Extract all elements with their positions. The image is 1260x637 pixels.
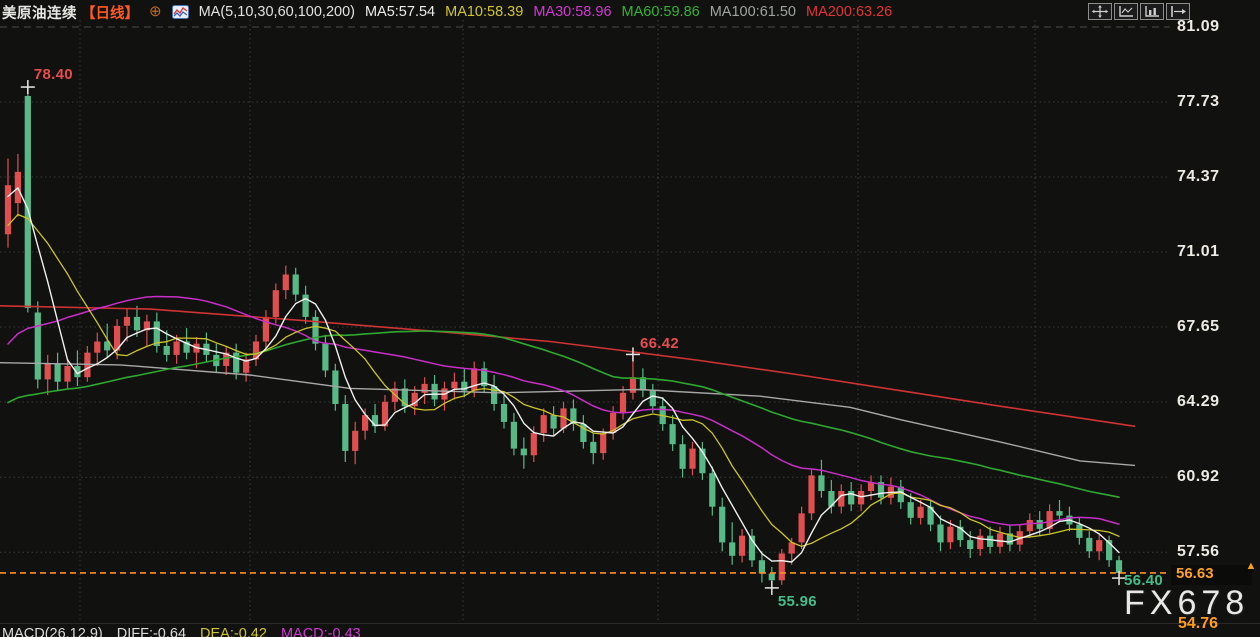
macd-indicator-bar: MACD(26,12,9) DIFF:-0.64 DEA:-0.42 MACD:… [2,626,361,637]
low-price-label: 55.96 [777,592,817,610]
price-axis-label: 60.92 [1177,468,1220,486]
ma30-value: MA30:58.96 [533,4,612,20]
ma10-value: MA10:58.39 [445,4,524,20]
macd-dea-value: DEA:-0.42 [200,626,267,637]
add-indicator-icon[interactable]: ⊕ [149,3,162,20]
macd-macd-value: MACD:-0.43 [280,626,361,637]
price-axis-label: 64.29 [1177,392,1220,410]
price-axis-label: 81.09 [1177,18,1220,35]
pane-right-axis-icon[interactable] [1140,3,1164,20]
period-selector[interactable]: 【日线】 [81,5,139,22]
high-price-label: 78.40 [33,66,73,84]
watermark-logo: FX678 [1124,584,1250,622]
mini-chart-icon[interactable] [171,5,189,19]
current-price-tag: 56.63 [1171,564,1252,585]
ma100-value: MA100:61.50 [709,4,796,20]
pane-left-axis-icon[interactable] [1114,3,1138,20]
ma-params-label: MA(5,10,30,60,100,200) [198,4,355,20]
swing-high-label: 66.42 [639,335,679,353]
chart-toolbar [1088,3,1190,20]
ma200-value: MA200:63.26 [805,4,893,20]
move-crosshair-icon[interactable] [1088,3,1112,20]
macd-params-label: MACD(26,12,9) [2,626,103,637]
range-min-label: 54.76 [1178,615,1219,632]
price-axis-label: 57.56 [1177,543,1220,561]
symbol-name: 美原油连续 [2,5,77,22]
scroll-to-price-arrow[interactable]: ▲ [1245,559,1257,572]
price-axis-label: 71.01 [1177,242,1220,260]
price-axis-label: 67.65 [1177,317,1220,335]
ma60-value: MA60:59.86 [621,4,700,20]
pane-separator [0,623,1260,624]
last-low-label: 56.40 [1124,572,1164,590]
go-to-latest-icon[interactable] [1166,3,1190,20]
chart-header: 美原油连续 【日线】 ⊕ MA(5,10,30,60,100,200) MA5:… [2,2,892,22]
price-axis-label: 77.73 [1177,92,1220,110]
ma5-value: MA5:57.54 [364,4,436,20]
price-axis-label: 74.37 [1177,167,1220,185]
macd-diff-value: DIFF:-0.64 [116,626,187,637]
